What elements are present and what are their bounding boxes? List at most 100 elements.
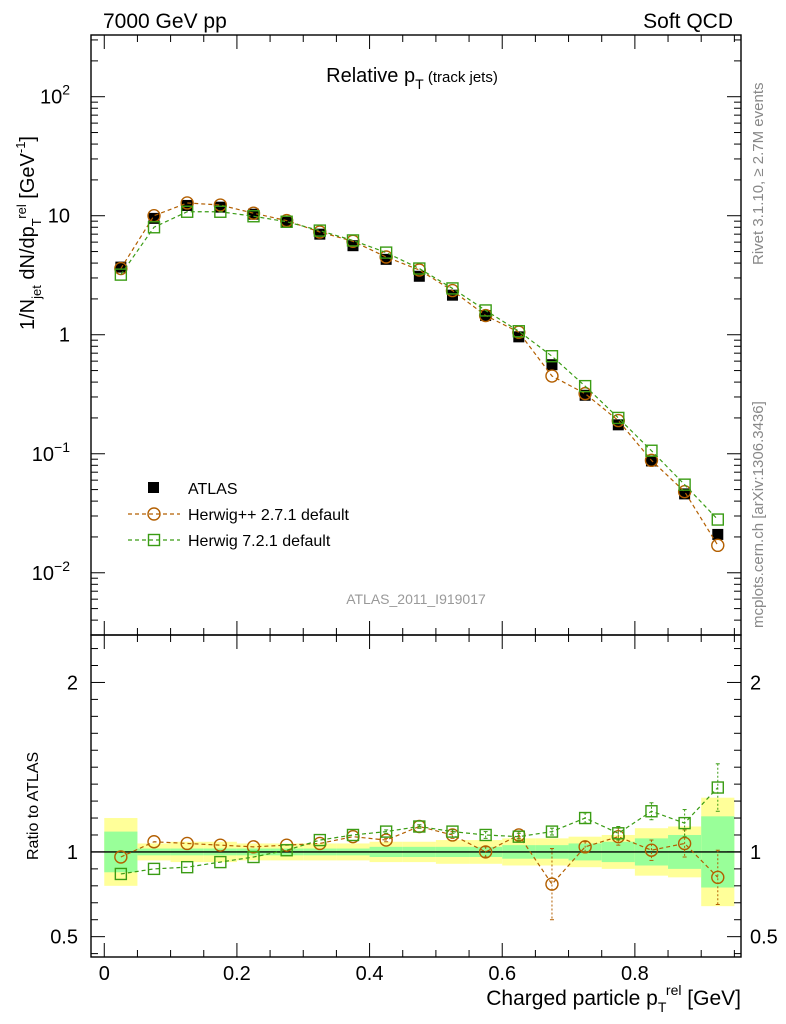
herwig7-ratio-point — [147, 862, 161, 876]
ratio-tick-label-right: 2 — [750, 672, 761, 694]
ratio-tick-label-left: 2 — [67, 672, 78, 694]
atlas-point — [148, 212, 160, 224]
herwig7-ratio-point — [280, 844, 293, 857]
herwigpp-ratio-point — [180, 836, 194, 851]
herwig7-point — [114, 268, 128, 281]
herwig7-ratio-point — [247, 850, 260, 864]
atlas-point — [281, 216, 293, 228]
herwigpp-ratio-point — [677, 836, 692, 851]
y-tick-label: 10 — [48, 206, 70, 228]
x-tick-label: 0.8 — [621, 963, 649, 985]
y-tick-label-base: 10 — [48, 206, 70, 228]
atlas-point — [380, 253, 392, 265]
herwig7-point — [479, 304, 492, 317]
atlas-point — [115, 261, 127, 273]
x-ticks: 0 0.2 0.4 0.6 0.8 — [99, 35, 735, 985]
herwigpp-ratio-point — [545, 877, 559, 891]
herwig7-ratio-point — [413, 820, 426, 833]
x-tick-label: 0.4 — [356, 963, 384, 985]
atlas-point — [248, 208, 259, 220]
atlas-point — [214, 201, 226, 213]
y-tick-label-base: 10 — [40, 87, 62, 109]
y-tick-label-exp: −2 — [54, 558, 70, 574]
herwigpp-ratio-point — [147, 835, 161, 849]
herwigpp-ratio-point — [478, 845, 493, 859]
herwigpp-point — [711, 538, 725, 553]
herwig7-ratio-point — [711, 781, 724, 794]
herwigpp-ratio-point — [114, 850, 128, 864]
ratio-y-ticks: 0.5 0.5 1 1 2 2 — [50, 648, 778, 955]
x-tick-label: 0.6 — [488, 963, 516, 985]
herwig7-point — [147, 221, 161, 234]
herwigpp-point — [644, 453, 659, 468]
herwig7-ratio-point — [346, 828, 360, 842]
herwig7-point — [346, 234, 360, 247]
herwig7-point — [711, 513, 724, 526]
y-tick-label-exp: −1 — [54, 439, 70, 455]
x-tick-label: 0 — [99, 963, 110, 985]
header-left: 7000 GeV pp — [103, 10, 227, 33]
ratio-tick-label-left: 0.5 — [50, 927, 78, 949]
herwig7-ratio-point — [446, 825, 459, 838]
herwig7-ratio-point — [545, 825, 559, 838]
legend-marker — [147, 507, 161, 521]
y-tick-label: 10−2 — [32, 558, 70, 585]
herwig7-ratio-point — [645, 805, 658, 818]
herwig7-ratio-point — [612, 827, 625, 840]
analysis-watermark: ATLAS_2011_I919017 — [346, 591, 486, 607]
herwig7-point — [280, 215, 293, 228]
herwig7-point — [578, 379, 592, 393]
herwig7-point — [379, 246, 393, 259]
legend: ATLAS Herwig++ 2.7.1 default Herwig 7.2.1 … — [128, 481, 350, 550]
atlas-point — [446, 289, 458, 301]
herwig7-ratio-point — [214, 855, 227, 869]
ratio-tick-label-right: 1 — [750, 842, 761, 864]
herwig7-point — [678, 478, 691, 491]
header-right: Soft QCD — [643, 10, 733, 33]
herwig7-point — [645, 444, 658, 457]
herwigpp-ratio-point — [711, 870, 725, 885]
herwigpp-point — [578, 386, 592, 401]
herwig7-point — [180, 205, 194, 218]
ratio-series — [114, 763, 725, 921]
herwig7-line — [120, 211, 719, 520]
herwig7-ratio-point — [678, 816, 691, 830]
herwig7-ratio-point — [578, 811, 592, 825]
herwig7-ratio-point — [180, 860, 194, 874]
y-tick-label: 102 — [40, 82, 70, 109]
herwig7-point — [446, 282, 459, 295]
ratio-y-axis-label: Ratio to ATLAS — [25, 752, 42, 860]
ratio-tick-label-left: 1 — [67, 842, 78, 864]
herwigpp-ratio-point — [379, 833, 393, 847]
atlas-point — [314, 228, 326, 240]
ratio-tick-label-right: 0.5 — [750, 927, 778, 949]
atlas-point — [679, 488, 691, 500]
herwig7-ratio-point — [512, 830, 526, 843]
herwig7-point — [612, 411, 625, 425]
mcplots-label: mcplots.cern.ch [arXiv:1306.3436] — [750, 401, 767, 628]
x-axis-label: Charged particle pTrel [GeV] — [486, 982, 741, 1015]
plot-title: Relative pT (track jets) — [326, 65, 498, 92]
herwigpp-point — [213, 198, 228, 212]
herwig7-point — [512, 325, 526, 338]
legend-marker-atlas — [148, 482, 159, 493]
y-tick-label-base: 1 — [59, 325, 70, 347]
main-series — [114, 196, 725, 553]
x-tick-label: 0.2 — [223, 963, 251, 985]
herwigpp-ratio-point — [578, 840, 592, 854]
y-tick-label-base: 10 — [32, 444, 54, 466]
legend-label: Herwig 7.2.1 default — [188, 533, 331, 550]
atlas-point — [712, 528, 724, 540]
herwig7-ratio-point — [379, 825, 393, 838]
atlas-point — [181, 199, 193, 211]
herwigpp-ratio-point — [644, 843, 659, 857]
herwig7-point — [313, 224, 327, 237]
herwig7-point — [247, 210, 260, 223]
atlas-point — [579, 389, 591, 401]
herwig7-ratio-point — [313, 833, 327, 847]
herwig7-ratio-point — [479, 828, 492, 842]
legend-label: Herwig++ 2.7.1 default — [188, 507, 350, 524]
legend-label: ATLAS — [188, 481, 238, 498]
